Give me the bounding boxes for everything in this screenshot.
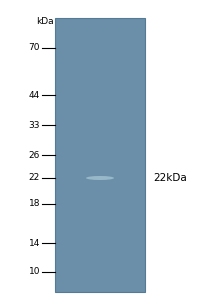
Text: 10: 10 <box>29 268 40 277</box>
Text: 22: 22 <box>29 173 40 182</box>
Text: kDa: kDa <box>36 17 54 26</box>
Text: 18: 18 <box>29 200 40 208</box>
Text: 44: 44 <box>29 91 40 100</box>
Text: 14: 14 <box>29 238 40 247</box>
Text: 22kDa: 22kDa <box>153 173 187 183</box>
Ellipse shape <box>86 176 114 180</box>
Bar <box>55 18 145 292</box>
Text: 70: 70 <box>29 44 40 52</box>
Text: 33: 33 <box>29 121 40 130</box>
Text: 26: 26 <box>29 151 40 160</box>
